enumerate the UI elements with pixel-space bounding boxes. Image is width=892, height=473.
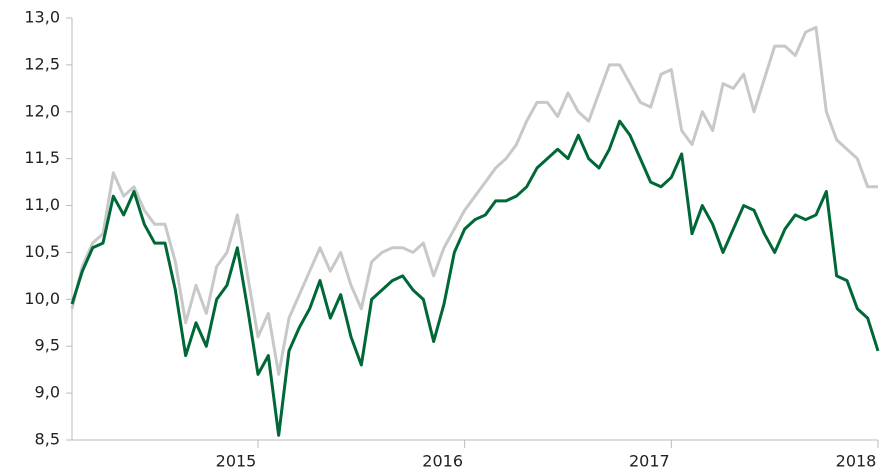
line-series <box>70 25 878 376</box>
y-tick-label: 9,5 <box>35 336 60 355</box>
y-tick-label: 11,0 <box>24 195 60 214</box>
y-tick-label: 11,5 <box>24 148 60 167</box>
y-tick-label: 10,5 <box>24 242 60 261</box>
y-tick-label: 10,0 <box>24 289 60 308</box>
y-tick-label: 9,0 <box>35 383 60 402</box>
y-tick-label: 12,5 <box>24 54 60 73</box>
x-tick-label: 2017 <box>629 452 670 471</box>
y-tick-label: 13,0 <box>24 8 60 27</box>
x-tick-label: 2015 <box>216 452 257 471</box>
x-tick-label: 2018 <box>836 452 877 471</box>
y-tick-label: 8,5 <box>35 430 60 449</box>
y-tick-label: 12,0 <box>24 101 60 120</box>
line-series <box>70 119 880 437</box>
x-tick-label: 2016 <box>422 452 463 471</box>
